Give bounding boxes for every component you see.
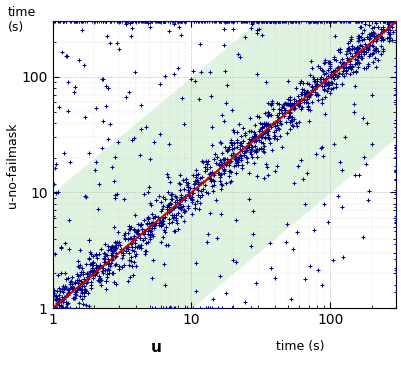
Text: time (s): time (s): [275, 340, 324, 353]
Y-axis label: u-no-failmask: u-no-failmask: [6, 122, 18, 207]
Text: time: time: [8, 6, 36, 19]
Text: (s): (s): [8, 21, 24, 34]
Text: u: u: [150, 340, 161, 355]
